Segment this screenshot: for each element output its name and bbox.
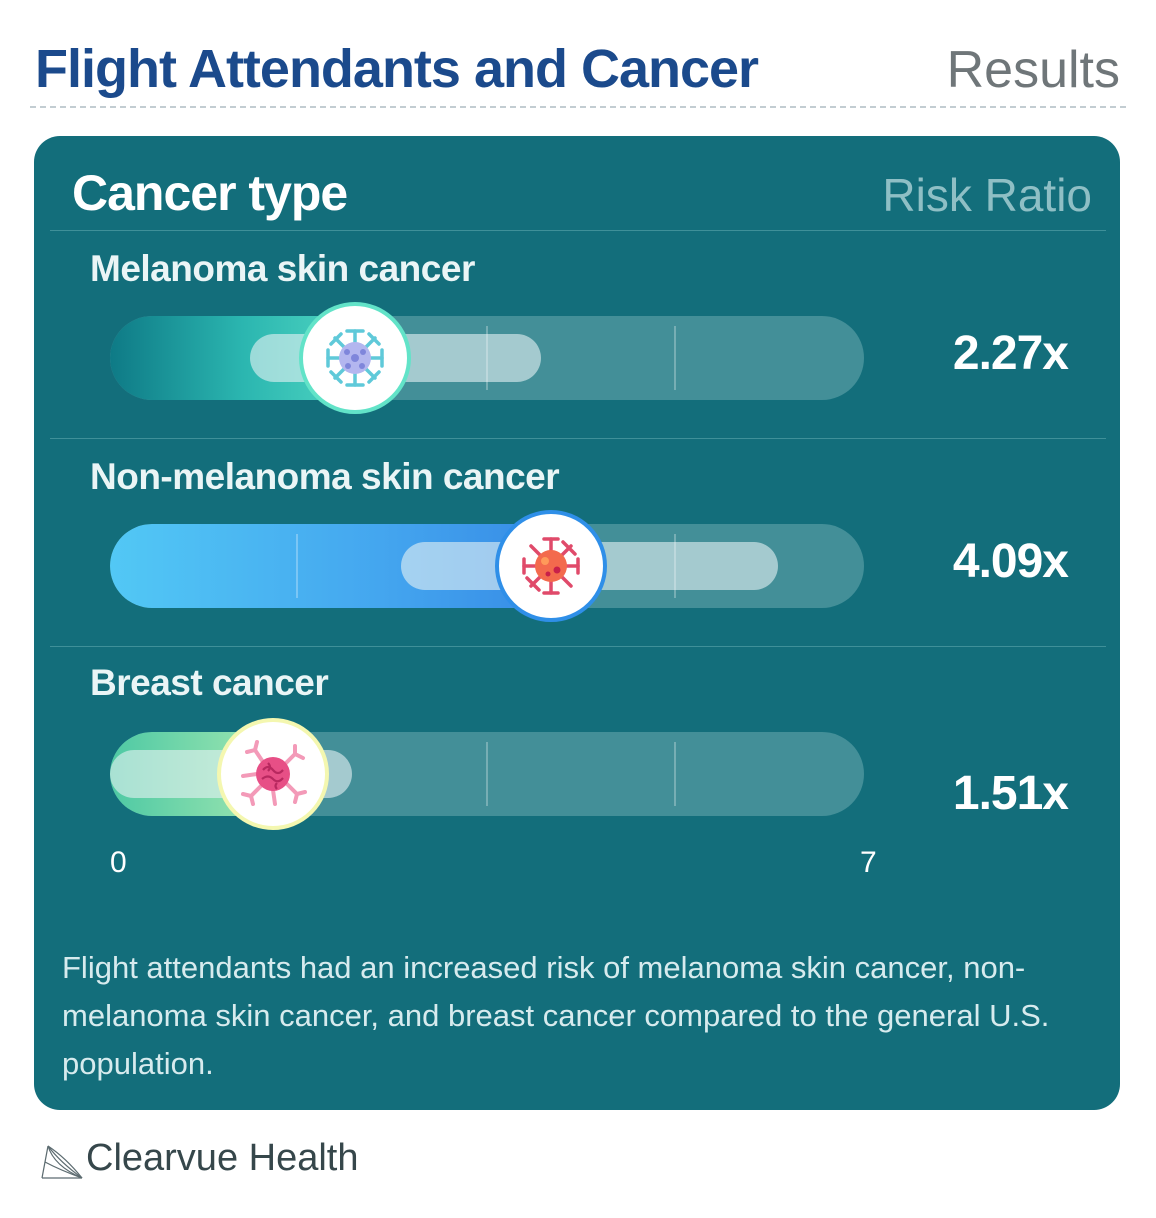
page-title: Flight Attendants and Cancer	[35, 39, 759, 99]
footnote: Flight attendants had an increased risk …	[62, 950, 1050, 1081]
bar-track-non-melanoma	[110, 524, 864, 608]
marker-melanoma	[298, 302, 411, 414]
value-melanoma: 2.27x	[952, 327, 1069, 380]
marker-non-melanoma	[494, 510, 607, 622]
header: Flight Attendants and Cancer Results	[30, 0, 1126, 108]
row-label-melanoma: Melanoma skin cancer	[90, 248, 475, 289]
divider	[50, 646, 1106, 647]
bar-track-melanoma	[110, 316, 864, 400]
grid-tick	[674, 742, 676, 806]
non-melanoma-virus-icon	[521, 537, 580, 595]
brand-name: Clearvue Health	[86, 1137, 359, 1179]
grid-tick	[486, 326, 488, 390]
melanoma-virus-icon	[325, 329, 384, 387]
breast-cancer-cell-icon	[240, 740, 307, 806]
divider	[50, 438, 1106, 439]
grid-tick	[674, 534, 676, 598]
risk-ratio-column-label: Risk Ratio	[882, 169, 1092, 221]
marker-breast	[216, 718, 329, 830]
grid-tick	[296, 534, 298, 598]
row-label-breast: Breast cancer	[90, 662, 329, 703]
value-breast: 1.51x	[952, 767, 1069, 820]
value-non-melanoma: 4.09x	[952, 535, 1069, 588]
clearvue-logo-icon	[41, 1145, 83, 1179]
x-tick-label-max: 7	[860, 846, 877, 879]
brand: Clearvue Health	[40, 1136, 358, 1180]
row-label-non-melanoma: Non-melanoma skin cancer	[90, 456, 560, 497]
card-heading: Cancer type	[72, 165, 348, 221]
results-card: Cancer type Risk Ratio Melanoma skin can…	[34, 136, 1120, 1110]
page-subtitle: Results	[946, 41, 1120, 99]
x-tick-label-min: 0	[110, 846, 127, 879]
grid-tick	[674, 326, 676, 390]
grid-tick	[486, 742, 488, 806]
divider	[50, 230, 1106, 231]
